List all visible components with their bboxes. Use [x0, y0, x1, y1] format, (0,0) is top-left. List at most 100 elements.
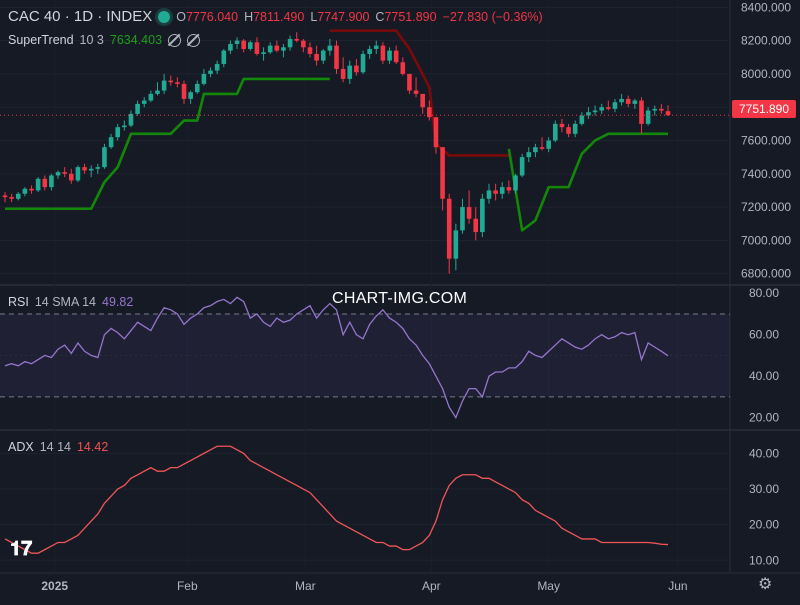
tradingview-logo-icon[interactable]: 𝟏𝟕 — [10, 538, 33, 560]
candle-body — [393, 50, 399, 63]
candle-body — [407, 73, 412, 91]
candle-body — [155, 90, 160, 94]
candle-body — [380, 45, 386, 61]
low-value: 7747.900 — [317, 9, 370, 24]
adx-value: 14.42 — [76, 440, 109, 454]
rsi-tick-label: 20.00 — [749, 411, 779, 425]
candle-body — [592, 110, 598, 113]
candle-body — [367, 48, 372, 54]
candle-body — [420, 93, 425, 108]
adx-tick-label: 30.00 — [749, 482, 779, 496]
candle-body — [75, 167, 81, 181]
candle-body — [625, 98, 631, 104]
supertrend-line — [329, 29, 509, 157]
candle-body — [261, 52, 266, 54]
candle-body — [208, 70, 213, 74]
supertrend-name: SuperTrend — [8, 33, 74, 47]
candle-body — [334, 45, 339, 69]
open-value: 7776.040 — [185, 9, 239, 24]
watermark: CHART-IMG.COM — [332, 290, 468, 307]
rsi-params: 14 SMA 14 — [34, 295, 96, 309]
candle-body — [566, 127, 571, 134]
high-label: H — [244, 9, 254, 24]
symbol-title[interactable]: CAC 40 · 1D · INDEX — [8, 8, 153, 25]
candle-body — [519, 157, 525, 176]
supertrend-legend[interactable]: SuperTrend 10 3 7634.403 — [8, 33, 201, 47]
candle-body — [526, 152, 532, 158]
candle-body — [175, 82, 180, 84]
candle-body — [221, 50, 227, 64]
candle-body — [413, 90, 419, 94]
adx-line — [4, 445, 669, 554]
candle-body — [486, 190, 492, 199]
price-tick-label: 8400.000 — [741, 0, 791, 14]
adx-tick-label: 10.00 — [749, 553, 779, 567]
time-tick-label: Mar — [295, 579, 316, 593]
price-tick-label: 6800.000 — [741, 267, 791, 281]
candle-body — [387, 50, 392, 61]
rsi-value: 49.82 — [102, 295, 134, 309]
candle-body — [480, 198, 485, 233]
candle-body — [135, 103, 140, 114]
candle-body — [35, 178, 41, 191]
candle-body — [188, 92, 193, 99]
candle-body — [2, 195, 8, 198]
candle-body — [314, 53, 319, 61]
candle-body — [254, 42, 260, 54]
adx-legend[interactable]: ADX 14 14 14.42 — [8, 440, 108, 454]
candle-body — [539, 147, 545, 149]
hide-eye-icon-2[interactable] — [187, 33, 201, 47]
supertrend-params: 10 3 — [79, 33, 104, 47]
settings-gear-icon[interactable]: ⚙ — [758, 576, 773, 593]
candle-body — [652, 108, 658, 111]
rsi-legend[interactable]: RSI 14 SMA 14 49.82 — [8, 295, 133, 309]
candle-body — [586, 112, 591, 116]
candle-body — [572, 123, 578, 134]
candle-body — [546, 140, 551, 149]
candle-body — [88, 168, 94, 171]
candle-body — [473, 218, 479, 233]
candle-body — [141, 100, 147, 104]
price-tick-label: 8200.000 — [741, 34, 791, 48]
change-value: −27.830 (−0.36%) — [442, 9, 543, 24]
time-tick-label: 2025 — [41, 579, 68, 593]
candle-body — [9, 197, 14, 199]
last-price-tag: 7751.890 — [732, 100, 796, 118]
candle-body — [400, 62, 406, 74]
candle-body — [181, 83, 187, 99]
rsi-tick-label: 80.00 — [749, 286, 779, 300]
candle-body — [433, 117, 439, 148]
candle-body — [102, 147, 107, 168]
candle-body — [281, 47, 286, 51]
time-tick-label: Jun — [668, 579, 687, 593]
candle-body — [460, 207, 465, 231]
candle-body — [122, 125, 127, 128]
supertrend-line — [507, 132, 668, 232]
hide-eye-icon[interactable] — [168, 33, 182, 47]
candle-body — [234, 40, 240, 44]
close-value: 7751.890 — [384, 9, 437, 24]
price-tick-label: 8000.000 — [741, 67, 791, 81]
candle-body — [493, 190, 498, 194]
rsi-tick-label: 40.00 — [749, 369, 779, 383]
candle-body — [201, 73, 207, 84]
candle-body — [274, 45, 280, 51]
market-status-dot[interactable] — [158, 10, 171, 23]
candle-body — [115, 127, 121, 138]
candle-body — [453, 230, 459, 259]
candle-body — [128, 113, 134, 126]
candle-body — [347, 65, 353, 79]
candle-body — [294, 38, 300, 41]
price-tick-label: 7400.000 — [741, 167, 791, 181]
candle-body — [320, 50, 326, 61]
candle-body — [599, 107, 604, 111]
candle-body — [15, 193, 21, 199]
candle-body — [559, 123, 565, 128]
candle-body — [579, 115, 585, 124]
candle-body — [619, 98, 624, 103]
candle-body — [506, 187, 512, 191]
candle-body — [168, 80, 174, 83]
